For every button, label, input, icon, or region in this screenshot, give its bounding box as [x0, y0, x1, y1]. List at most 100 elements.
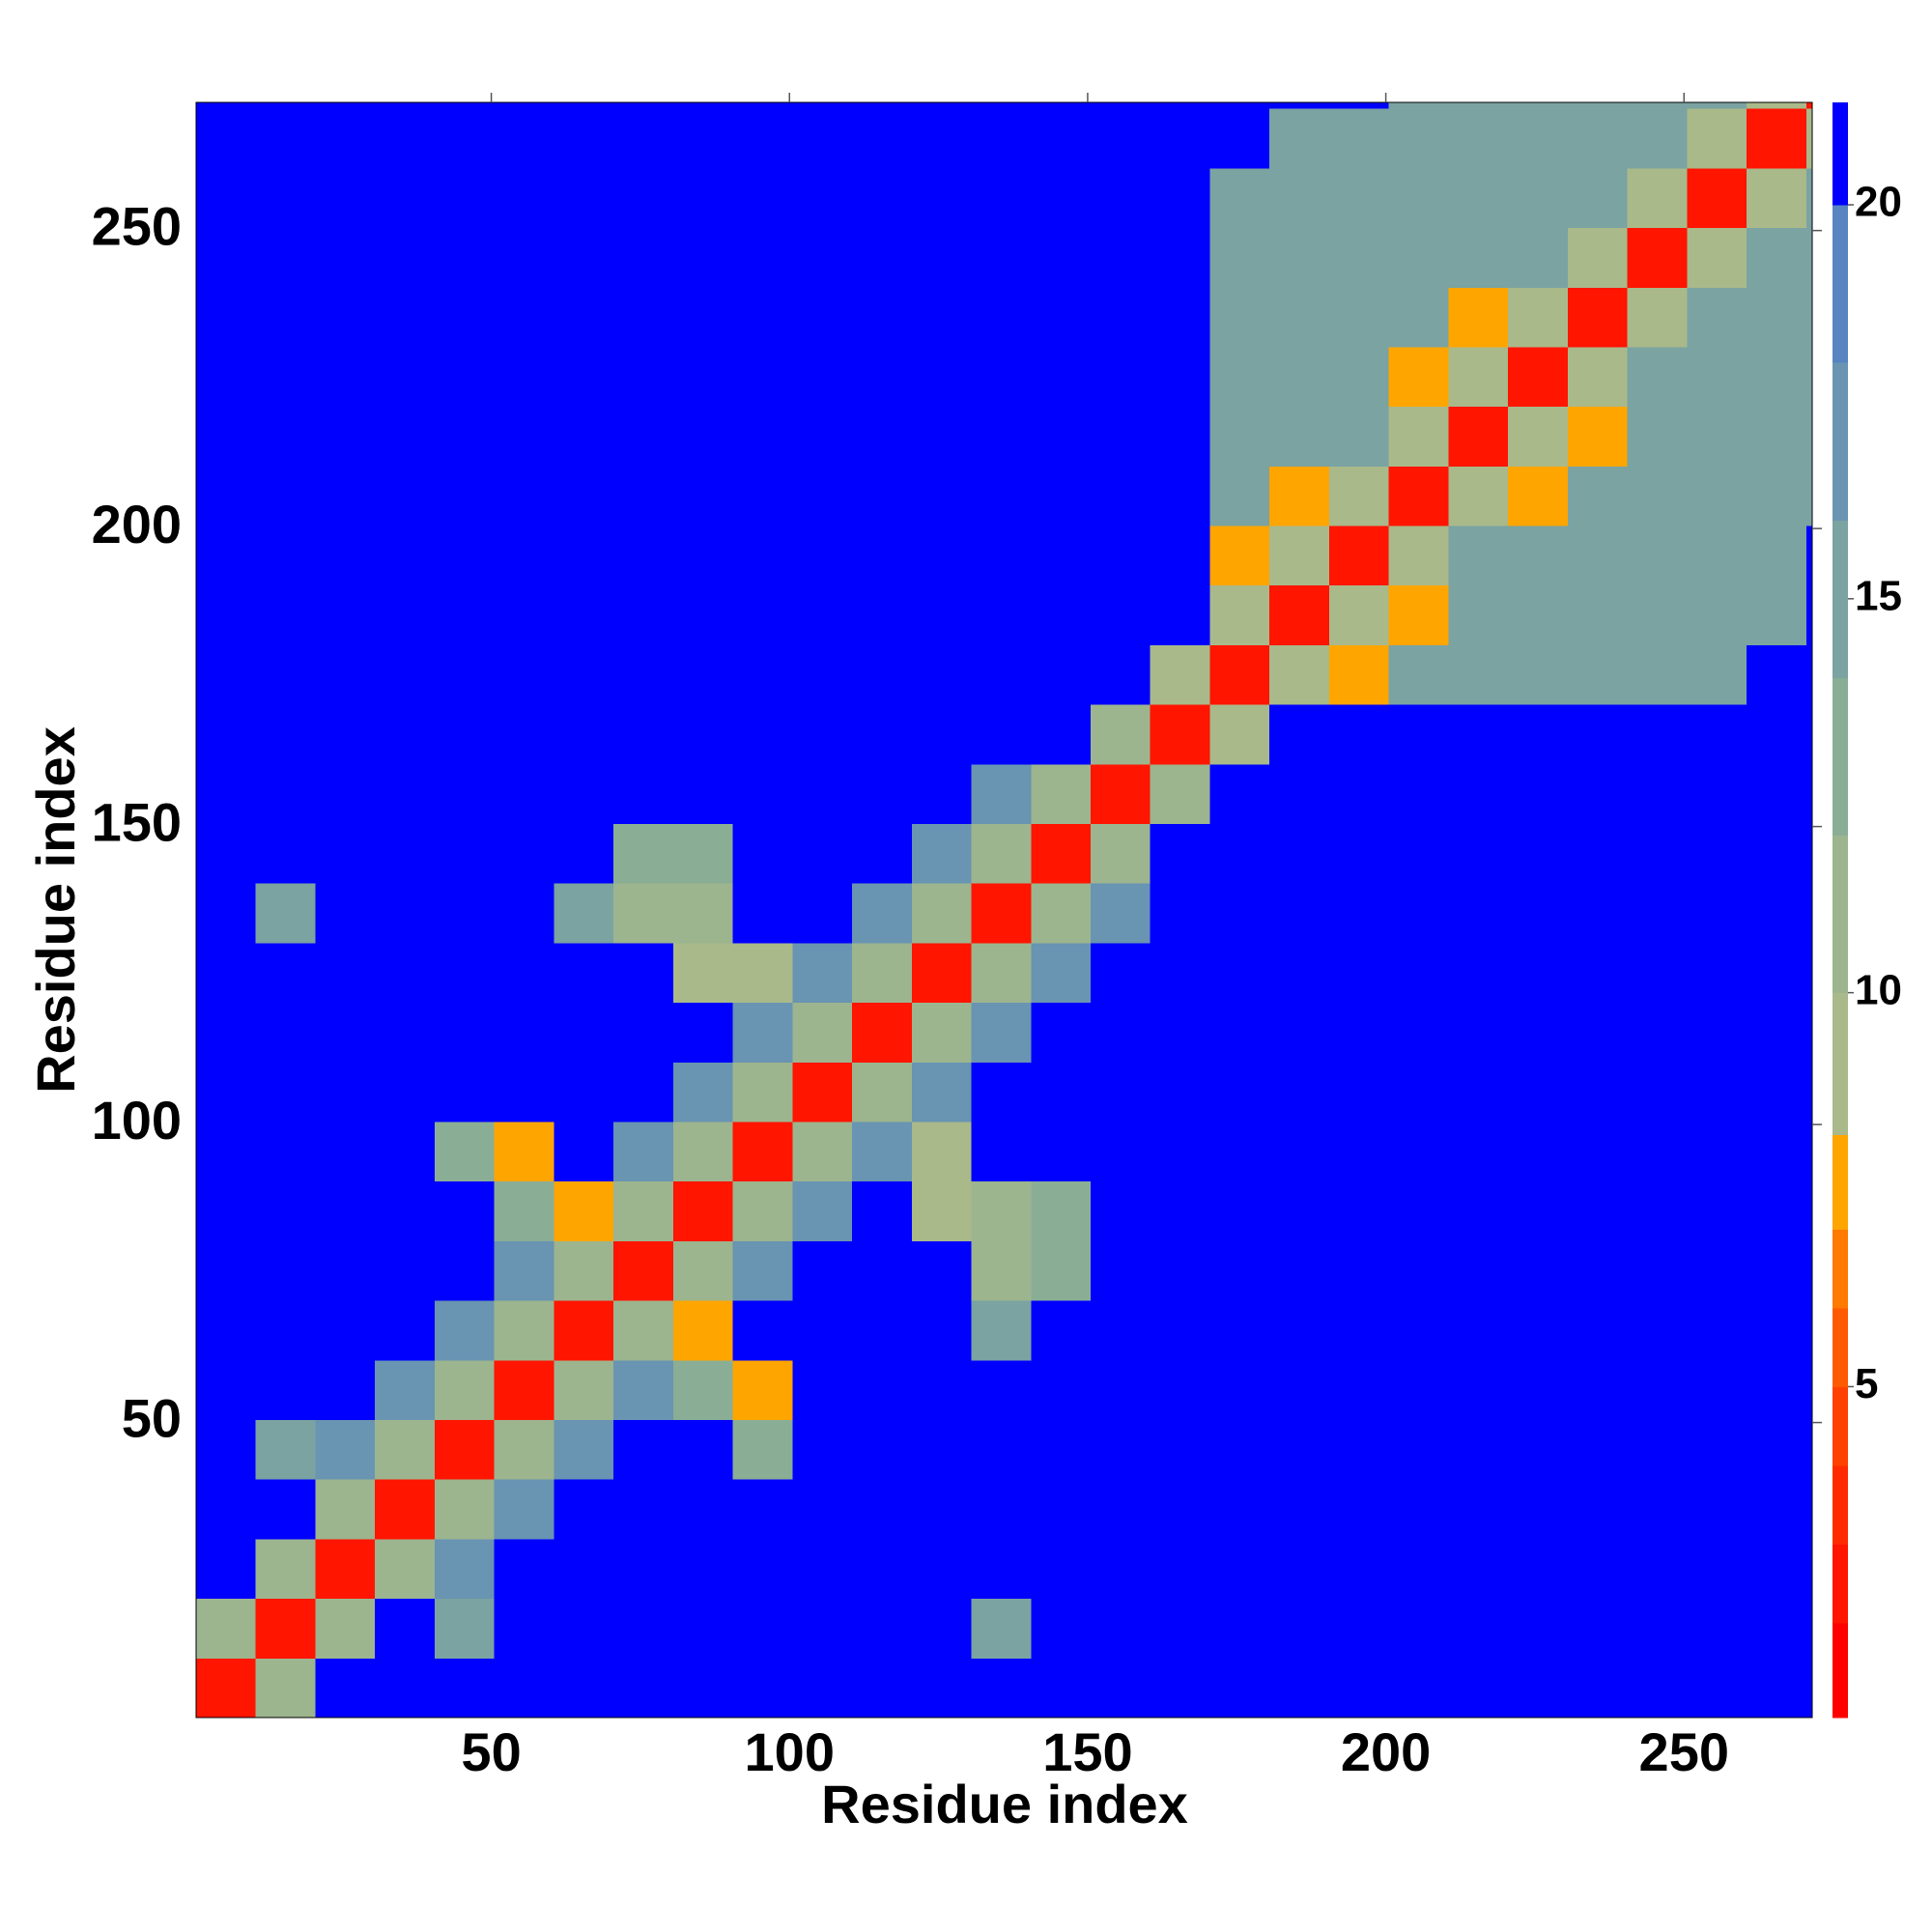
cell	[1687, 108, 1747, 169]
cell	[792, 1658, 853, 1719]
cell	[1687, 287, 1747, 348]
cell	[315, 1538, 376, 1600]
cell	[434, 108, 496, 169]
cell	[375, 823, 436, 884]
cell	[1805, 644, 1813, 705]
cell	[1747, 1062, 1807, 1122]
cell	[971, 1062, 1032, 1122]
cell	[1091, 1062, 1151, 1122]
cell	[434, 526, 496, 586]
cell	[1687, 584, 1747, 645]
cell	[911, 466, 973, 526]
cell	[1209, 167, 1270, 229]
cell	[1747, 1300, 1807, 1361]
cell	[1687, 942, 1747, 1004]
axes: 50 100 150 200 250 50 100 150 200 250	[92, 93, 1822, 1782]
cell	[1209, 102, 1270, 109]
cell	[792, 1062, 853, 1122]
cell	[1091, 1180, 1151, 1241]
cell	[1150, 1538, 1210, 1600]
cell	[1388, 167, 1449, 229]
colorbar-level	[1833, 677, 1848, 837]
cell	[1805, 406, 1813, 467]
cell	[1508, 763, 1569, 825]
cell	[792, 1538, 853, 1600]
cell	[1448, 1180, 1509, 1241]
cell	[1805, 1002, 1813, 1063]
cell	[1150, 466, 1210, 526]
cell	[315, 1122, 376, 1182]
cell	[494, 1598, 554, 1659]
cell	[971, 1002, 1032, 1063]
cell	[1627, 1180, 1688, 1241]
cell	[732, 287, 793, 348]
cell	[852, 466, 913, 526]
cell	[255, 763, 316, 825]
cell	[1747, 406, 1807, 467]
cell	[196, 227, 257, 288]
cell	[672, 644, 734, 705]
x-tick-label: 50	[461, 1721, 521, 1782]
cell	[494, 346, 554, 408]
cell	[1328, 1598, 1390, 1659]
cell	[852, 1002, 913, 1063]
cell	[434, 823, 496, 884]
cell	[732, 406, 793, 467]
cell	[1031, 1122, 1092, 1182]
cell	[1687, 763, 1747, 825]
cell	[1328, 644, 1390, 705]
cell	[1091, 1419, 1151, 1480]
cell	[672, 584, 734, 645]
cell	[1627, 1359, 1688, 1421]
cell	[1328, 1419, 1390, 1480]
cell	[1209, 1419, 1270, 1480]
cell	[672, 1002, 734, 1063]
cell	[1388, 108, 1449, 169]
cell	[1747, 1658, 1807, 1719]
cell	[1805, 1658, 1813, 1719]
cell	[375, 526, 436, 586]
cell	[911, 1240, 973, 1301]
cell	[1687, 526, 1747, 586]
cell	[1687, 1300, 1747, 1361]
cell	[1209, 1598, 1270, 1659]
cell	[1269, 1180, 1330, 1241]
cell	[1508, 406, 1569, 467]
cell	[1328, 704, 1390, 765]
cell	[1388, 883, 1449, 944]
cell	[1269, 644, 1330, 705]
cell	[792, 1180, 853, 1241]
y-tick-label: 150	[92, 791, 182, 852]
cell	[1209, 1180, 1270, 1241]
cell	[375, 1300, 436, 1361]
cell	[1508, 1062, 1569, 1122]
cell	[1627, 1598, 1688, 1659]
cell	[792, 167, 853, 229]
cell	[375, 1062, 436, 1122]
cell	[1328, 942, 1390, 1004]
cell	[732, 167, 793, 229]
cell	[1328, 1240, 1390, 1301]
cell	[1567, 704, 1629, 765]
cell	[1269, 1538, 1330, 1600]
cell	[792, 883, 853, 944]
cell	[196, 1062, 257, 1122]
cell	[1209, 526, 1270, 586]
cell	[255, 1658, 316, 1719]
cell	[1328, 287, 1390, 348]
cell	[1567, 942, 1629, 1004]
cell	[1448, 466, 1509, 526]
cell	[315, 406, 376, 467]
cell	[494, 1419, 554, 1480]
colorbar-level	[1833, 1386, 1848, 1466]
cell	[971, 406, 1032, 467]
cell	[1269, 823, 1330, 884]
cell	[494, 227, 554, 288]
cell	[1031, 1002, 1092, 1063]
cell	[1687, 1062, 1747, 1122]
cell	[613, 167, 674, 229]
colorbar-level	[1833, 1623, 1848, 1719]
cell	[255, 1062, 316, 1122]
cell	[1091, 1359, 1151, 1421]
cell	[434, 1598, 496, 1659]
